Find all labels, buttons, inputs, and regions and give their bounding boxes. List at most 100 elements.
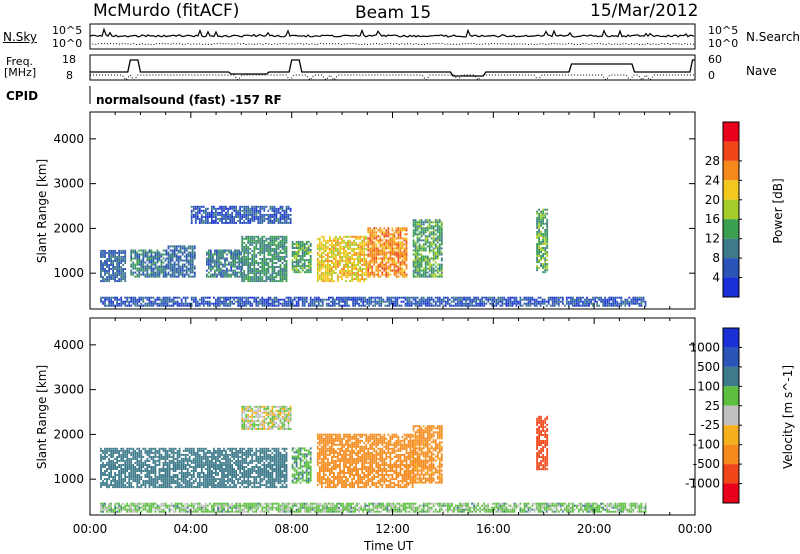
power-cell (283, 219, 286, 222)
power-cell (152, 263, 155, 266)
velocity-cell (162, 466, 165, 468)
power-cell (546, 251, 549, 253)
power-cell (535, 304, 538, 307)
power-cell (140, 267, 143, 270)
power-cell (369, 259, 372, 262)
power-cell (218, 263, 220, 266)
power-cell (349, 251, 351, 254)
velocity-cell (202, 472, 205, 474)
freq-panel-frame (89, 54, 696, 81)
power-cell (379, 227, 382, 230)
power-cell (183, 255, 186, 258)
power-cell (322, 239, 325, 242)
power-cell (539, 300, 542, 303)
power-cell (243, 219, 246, 222)
velocity-cell (166, 474, 169, 476)
power-cell (440, 247, 443, 250)
velocity-cell (146, 466, 149, 468)
power-cell (373, 237, 376, 240)
power-cell (148, 275, 151, 278)
power-cell (281, 251, 284, 254)
power-cell (245, 247, 248, 250)
power-cell (335, 247, 337, 250)
power-cell (483, 304, 486, 307)
power-cell (187, 275, 190, 278)
power-cell (358, 304, 360, 307)
power-cell (297, 251, 300, 253)
power-cell (106, 272, 108, 275)
power-cell (283, 266, 286, 268)
power-cell (343, 241, 345, 244)
velocity-cell (156, 478, 159, 481)
power-cell (285, 241, 288, 244)
power-cell (428, 275, 431, 278)
power-cell (238, 259, 240, 262)
power-cell (505, 298, 508, 301)
power-cell (341, 251, 343, 254)
power-cell (106, 296, 108, 299)
power-cell (275, 219, 278, 222)
power-cell (271, 264, 274, 266)
power-cell (414, 300, 417, 303)
velocity-cell (205, 451, 207, 454)
power-cell (267, 209, 270, 212)
velocity-cell (182, 464, 185, 466)
velocity-cell (110, 455, 112, 458)
power-cell (561, 302, 564, 305)
power-cell (158, 302, 161, 305)
power-cell (158, 267, 161, 270)
power-cell (632, 300, 635, 303)
velocity-cell (110, 466, 112, 468)
velocity-cell (142, 470, 145, 472)
velocity-cell (202, 449, 205, 452)
power-cell (536, 236, 538, 239)
velocity-cell (170, 459, 173, 462)
power-cell (401, 247, 404, 250)
power-cell (303, 245, 306, 247)
power-cell (120, 270, 123, 272)
power-cell (108, 266, 110, 268)
power-cell (542, 238, 544, 241)
power-cell (412, 269, 415, 272)
power-cell (547, 300, 550, 303)
power-cell (387, 227, 390, 230)
power-cell (390, 296, 393, 299)
power-cell (388, 302, 391, 305)
power-cell (122, 274, 125, 277)
power-cell (198, 217, 201, 220)
velocity-cell (118, 466, 120, 468)
velocity-cell (188, 480, 191, 483)
power-cell (412, 271, 415, 274)
power-cell (175, 253, 178, 256)
power-cell (341, 241, 343, 244)
power-cell (116, 251, 118, 254)
velocity-cell (182, 474, 185, 476)
power-cell (172, 300, 175, 303)
power-cell (216, 251, 218, 254)
velocity-cell (184, 480, 187, 483)
power-cell (397, 241, 400, 244)
power-cell (221, 300, 223, 303)
power-cell (212, 267, 214, 270)
power-cell (353, 243, 355, 246)
power-cell (375, 265, 378, 268)
power-cell (432, 269, 435, 272)
power-cell (373, 257, 376, 260)
power-cell (104, 280, 106, 283)
power-cell (538, 224, 540, 227)
power-cell (255, 243, 258, 246)
power-cell (126, 300, 129, 303)
power-cell (218, 269, 220, 272)
velocity-cell (108, 478, 110, 481)
power-cell (442, 300, 445, 303)
power-cell (291, 255, 294, 257)
power-cell (241, 241, 244, 244)
power-cell (175, 271, 178, 274)
power-cell (229, 302, 231, 305)
power-cell (397, 247, 400, 250)
power-cell (273, 276, 276, 279)
velocity-cell (194, 478, 197, 481)
power-cell (279, 215, 282, 218)
power-cell (162, 298, 165, 301)
power-colorbar-frame (722, 121, 740, 298)
